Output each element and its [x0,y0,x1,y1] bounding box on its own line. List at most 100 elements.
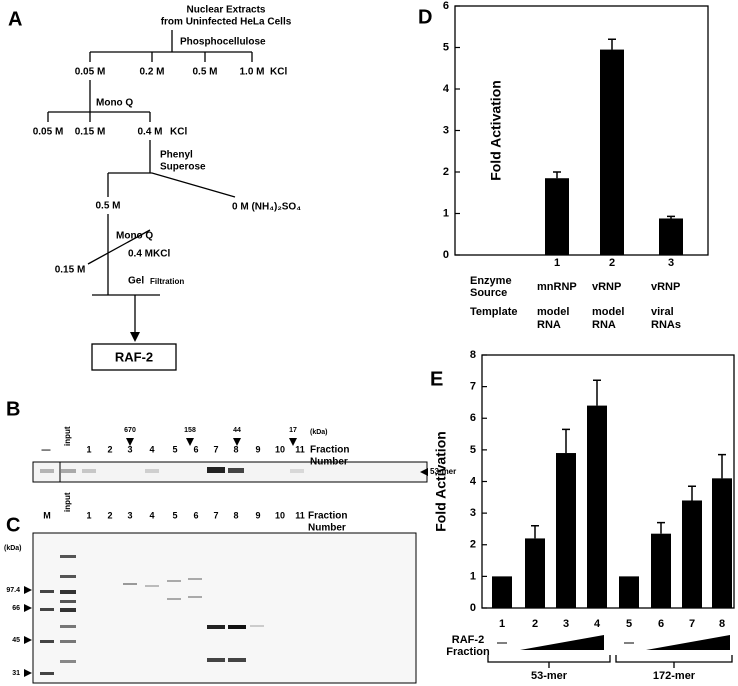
row-label: Source [470,287,507,299]
y-tick-label: 0 [443,249,449,261]
label: 0.15 M [55,265,86,276]
lane-label: M [43,510,51,520]
label: Number [310,457,348,468]
x-tick-label: 7 [689,618,695,630]
y-tick-label: 3 [443,124,449,136]
x-tick-label: 2 [609,257,615,269]
lane-label: 11 [295,444,305,454]
label: input [63,492,72,512]
row-label: Enzyme [470,275,512,287]
x-tick-label: 2 [532,618,538,630]
row-value: viral [651,306,674,318]
marker-arrow [233,438,241,446]
label: (kDa) [4,545,22,552]
error-bar [553,171,561,179]
label: KCl [170,127,187,138]
label: Phenyl [160,150,193,161]
x-tick-label: 8 [719,618,725,630]
panel-label: A [8,8,22,30]
y-axis-label: Fold Activation [433,431,449,532]
group-label: 172-mer [653,670,696,682]
lane-label: 3 [127,444,132,454]
error-bar [608,38,616,50]
lane-label: 10 [275,444,285,454]
y-tick-label: 2 [443,166,449,178]
x-tick-label: 3 [668,257,674,269]
marker-arrow [186,438,194,446]
error-bar [688,485,696,501]
x-tick-label: 4 [594,618,601,630]
label: input [63,426,72,446]
lane-label: 8 [233,510,238,520]
bar [492,576,512,608]
label: Gel [128,276,144,287]
y-tick-label: 8 [470,349,476,361]
y-tick-label: 5 [443,41,449,53]
lane-label: 10 [275,510,285,520]
label: 97.4 [6,587,20,594]
label: 0.15 M [75,127,106,138]
label: 45 [12,637,20,644]
label: 0.5 M [95,201,120,212]
lane-label: 9 [255,444,260,454]
bar [587,405,607,608]
label: Mono Q [96,98,133,109]
lane-label: 8 [233,444,238,454]
label: RAF-2 [115,349,153,364]
label: Number [308,523,346,534]
lane-label: 6 [193,444,198,454]
x-tick-label: 6 [658,618,664,630]
lane-label: 7 [213,444,218,454]
lane-label: 4 [149,510,154,520]
lane-label: 7 [213,510,218,520]
lane-label: — [42,444,51,454]
lane-label: 5 [172,444,177,454]
lane-label: 2 [107,444,112,454]
y-tick-label: 6 [470,412,476,424]
lane-label: 3 [127,510,132,520]
label: (kDa) [310,429,328,436]
gel-b [32,461,428,483]
label: 0.4 M [137,127,162,138]
marker-label: 670 [124,427,136,434]
label: 0.4 MKCl [128,249,170,260]
label: 1.0 M [239,67,264,78]
lane-label: 9 [255,510,260,520]
label: 53-mer [430,467,456,476]
lane-label: 5 [172,510,177,520]
y-tick-label: 7 [470,381,476,393]
bar [682,500,702,608]
label: Mono Q [116,231,153,242]
row-value: RNA [592,319,616,331]
y-tick-label: 1 [443,207,449,219]
x-tick-label: 1 [554,257,560,269]
group-label: 53-mer [531,670,568,682]
row-label: Template [470,306,517,318]
label: Nuclear Extracts [187,5,266,16]
panel-label: D [418,6,432,28]
x-tick-label: 1 [499,618,505,630]
y-tick-label: 5 [470,444,476,456]
error-bar [531,525,539,539]
y-axis-label: Fold Activation [488,80,504,181]
row-value: vRNP [592,281,621,293]
lane-label: 2 [107,510,112,520]
panel-label: B [6,398,20,420]
y-tick-label: 6 [443,0,449,12]
error-bar [667,215,675,219]
label: 0.2 M [139,67,164,78]
error-bar [657,521,665,534]
dash: — [624,638,634,649]
label: RAF-2 [452,634,484,646]
label: 66 [12,605,20,612]
label: Fraction [310,445,349,456]
row-value: RNA [537,319,561,331]
row-value: model [592,306,624,318]
label: Fraction [446,646,490,658]
lane-label: 1 [86,444,91,454]
label: 31 [12,670,20,677]
marker-arrow [289,438,297,446]
row-value: model [537,306,569,318]
y-tick-label: 4 [470,475,477,487]
